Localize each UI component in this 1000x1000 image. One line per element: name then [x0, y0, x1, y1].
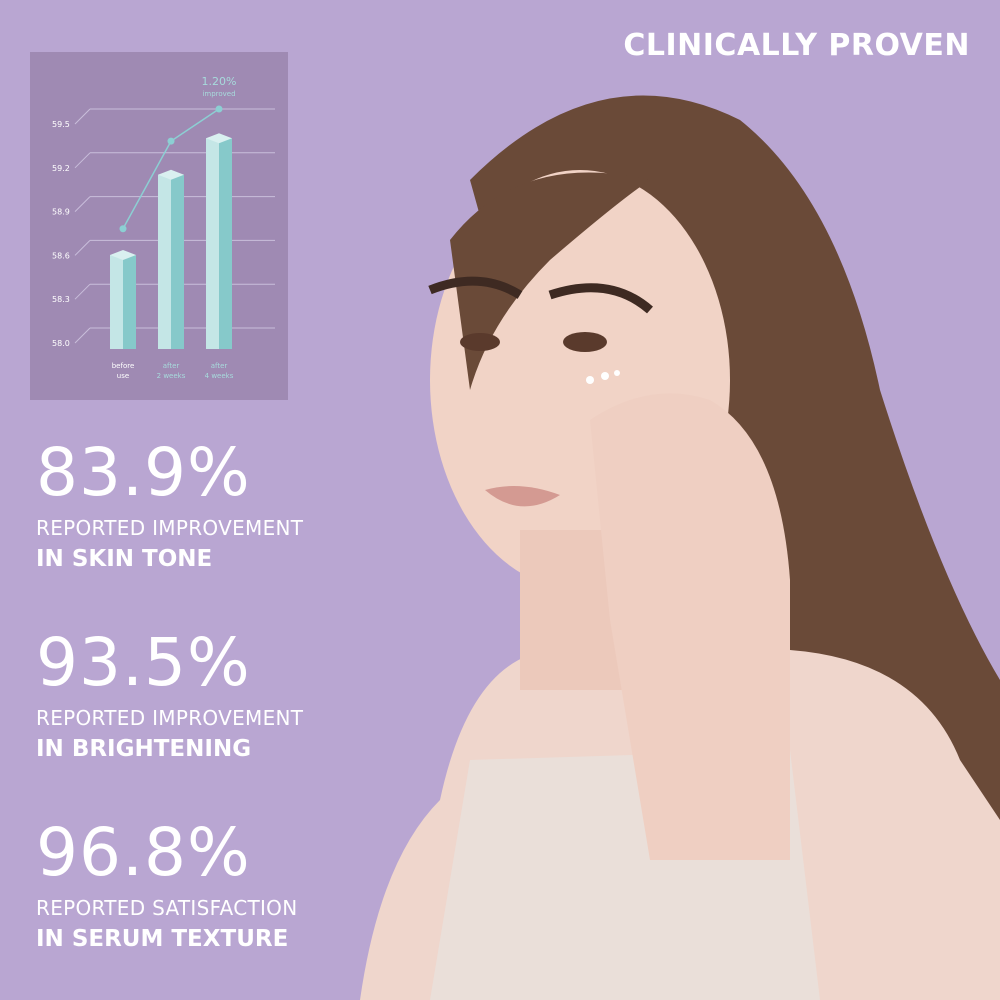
grid-tick: [74, 240, 91, 256]
x-tick-label: before: [112, 362, 135, 370]
headline: CLINICALLY PROVEN: [623, 28, 970, 63]
stat-line2: IN BRIGHTENING: [36, 736, 252, 762]
grid-tick: [74, 108, 91, 125]
y-tick-label: 59.5: [52, 120, 70, 129]
x-tick-label: use: [117, 372, 129, 380]
y-tick-label: 58.9: [52, 208, 70, 217]
trend-point: [215, 105, 223, 113]
bar-front: [110, 255, 123, 349]
grid-tick: [74, 283, 91, 300]
x-tick-label: 2 weeks: [157, 372, 186, 380]
y-tick-label: 58.6: [52, 251, 70, 260]
bar-front: [206, 138, 219, 349]
stat-line1: REPORTED IMPROVEMENT: [36, 516, 304, 540]
bar-side: [123, 255, 136, 349]
model-photo: [360, 95, 1000, 1000]
stat-2: 93.5% REPORTED IMPROVEMENT IN BRIGHTENIN…: [36, 624, 304, 763]
bar-top: [110, 250, 136, 260]
grid-tick: [74, 196, 91, 212]
stat-value: 83.9%: [36, 434, 251, 511]
x-tick-label: after: [211, 362, 228, 370]
y-tick-label: 58.3: [52, 295, 70, 304]
stat-value: 93.5%: [36, 624, 251, 701]
trend-point: [119, 225, 127, 233]
stat-line1: REPORTED SATISFACTION: [36, 896, 298, 920]
bar-top: [158, 169, 184, 180]
x-tick-label: after: [163, 362, 180, 370]
chart-panel: 58.0 58.3 58.6 58.9 59.2 59.5 before use after 2 …: [30, 52, 288, 400]
stat-3: 96.8% REPORTED SATISFACTION IN SERUM TEX…: [36, 814, 298, 953]
grid-tick: [74, 327, 91, 344]
bar-side: [171, 174, 184, 349]
stat-line2: IN SKIN TONE: [36, 546, 213, 572]
grid-tick: [74, 152, 91, 169]
bar-front: [158, 174, 171, 349]
annotation-text: improved: [202, 90, 235, 98]
y-tick-label: 59.2: [52, 164, 70, 173]
stat-1: 83.9% REPORTED IMPROVEMENT IN SKIN TONE: [36, 434, 304, 573]
bar-top: [206, 133, 232, 144]
stat-line2: IN SERUM TEXTURE: [36, 926, 289, 952]
bar-chart: 58.0 58.3 58.6 58.9 59.2 59.5 before use after 2 …: [52, 75, 275, 380]
stat-value: 96.8%: [36, 814, 251, 891]
trend-point: [167, 137, 175, 145]
annotation-value: 1.20%: [202, 75, 237, 88]
y-tick-label: 58.0: [52, 339, 70, 348]
bar-side: [219, 138, 232, 349]
stat-line1: REPORTED IMPROVEMENT: [36, 706, 304, 730]
x-tick-label: 4 weeks: [205, 372, 234, 380]
